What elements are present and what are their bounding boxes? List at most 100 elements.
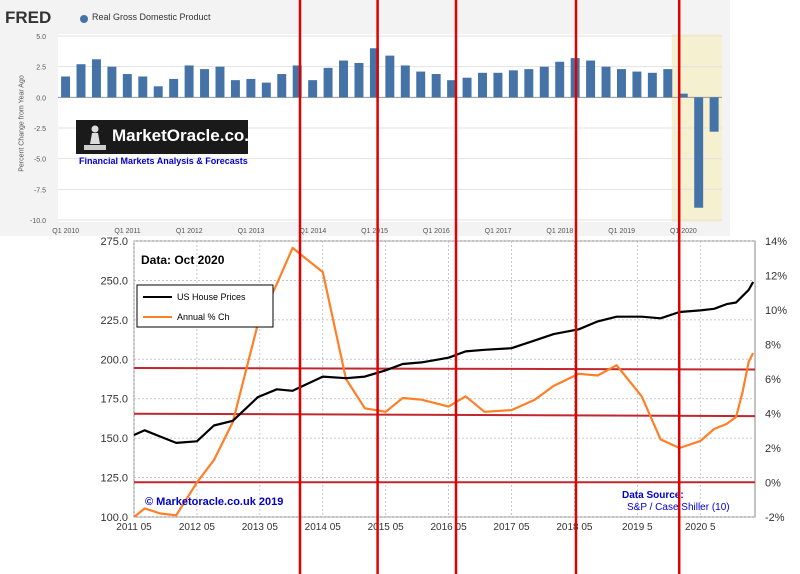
gdp-bar xyxy=(493,72,503,98)
gdp-bar xyxy=(153,86,163,98)
gdp-bar xyxy=(462,77,472,98)
hp-x-tick-label: 2011 05 xyxy=(116,522,152,533)
hp-legend: US House Prices Annual % Ch xyxy=(136,284,274,328)
gdp-bar xyxy=(555,61,565,98)
gdp-bar xyxy=(601,66,611,98)
marketoracle-logo: MarketOracle.co.uk xyxy=(76,120,269,154)
marketoracle-logo-text: MarketOracle.co.uk xyxy=(112,126,269,145)
gdp-x-tick-label: Q1 2011 xyxy=(114,228,140,235)
gdp-bar xyxy=(694,97,704,208)
fred-logo: FRED xyxy=(5,8,52,27)
gdp-x-tick-label: Q1 2020 xyxy=(670,228,697,235)
gdp-bar xyxy=(246,78,256,98)
hp-y-left-tick-label: 100.0 xyxy=(100,512,128,524)
gdp-bar xyxy=(339,60,348,98)
hp-red-horizontal-line xyxy=(133,412,756,418)
hp-legend-label-house-prices: US House Prices xyxy=(177,292,246,302)
gdp-bar xyxy=(215,66,225,98)
gdp-x-tick-label: Q1 2015 xyxy=(361,228,388,235)
gdp-bar xyxy=(277,74,287,98)
fred-gdp-panel: FRED Real Gross Domestic Product Percent… xyxy=(0,0,730,236)
gdp-bar xyxy=(122,74,132,98)
gdp-bar xyxy=(354,62,364,98)
gdp-bar xyxy=(261,82,271,98)
hp-x-tick-label: 2014 05 xyxy=(305,522,342,533)
gdp-x-tick-label: Q1 2010 xyxy=(52,228,79,235)
hp-x-tick-label: 2017 05 xyxy=(493,522,530,533)
gdp-y-tick-label: 5.0 xyxy=(36,34,46,41)
gdp-bar xyxy=(632,71,642,98)
gdp-bar xyxy=(416,71,426,98)
hp-y-left-tick-label: 125.0 xyxy=(100,473,128,485)
gdp-bar xyxy=(539,66,549,98)
marketoracle-tagline: Financial Markets Analysis & Forecasts xyxy=(79,156,248,166)
gdp-bar xyxy=(616,69,626,98)
hp-y-left-tick-label: 275.0 xyxy=(100,236,128,248)
hp-y-left-tick-label: 200.0 xyxy=(100,354,128,366)
hp-x-tick-label: 2016 05 xyxy=(431,522,468,533)
gdp-bar xyxy=(169,78,179,98)
hp-y-right-tick-label: -2% xyxy=(765,512,785,524)
gdp-x-tick-label: Q1 2013 xyxy=(238,228,265,235)
gdp-bar xyxy=(76,64,86,98)
gdp-bar xyxy=(586,60,596,98)
hp-y-left-tick-label: 150.0 xyxy=(100,433,128,445)
hp-source-label: Data Source: xyxy=(622,490,684,501)
gdp-bar xyxy=(138,76,148,98)
gdp-bar xyxy=(200,69,210,98)
gdp-bar xyxy=(508,70,518,98)
gdp-bar xyxy=(107,66,117,98)
hp-series-line-annual-pct xyxy=(133,246,755,518)
gdp-y-tick-label: 0.0 xyxy=(36,95,46,102)
gdp-bar xyxy=(184,65,194,98)
hp-chart-title: Data: Oct 2020 xyxy=(141,253,225,267)
gdp-bar xyxy=(323,67,333,98)
hp-y-left-tick-label: 225.0 xyxy=(100,315,128,327)
gdp-bar xyxy=(292,65,302,98)
gdp-x-tick-label: Q1 2012 xyxy=(176,228,203,235)
gdp-x-tick-label: Q1 2019 xyxy=(608,228,635,235)
gdp-bar xyxy=(647,72,657,98)
gdp-bar xyxy=(308,80,318,98)
hp-x-tick-label: 2020 5 xyxy=(685,522,716,533)
gdp-bar xyxy=(230,80,240,98)
hp-y-right-tick-label: 10% xyxy=(765,305,787,317)
gdp-x-tick-label: Q1 2016 xyxy=(423,228,450,235)
hp-y-right-tick-label: 6% xyxy=(765,374,781,386)
hp-x-tick-label: 2018 05 xyxy=(556,522,593,533)
hp-y-left-tick-label: 175.0 xyxy=(100,394,128,406)
hp-source-value: S&P / Case Shiller (10) xyxy=(627,502,730,513)
gdp-bar xyxy=(524,69,534,98)
hp-x-tick-label: 2019 5 xyxy=(622,522,653,533)
gdp-bar xyxy=(91,59,101,98)
hp-y-right-tick-label: 4% xyxy=(765,409,781,421)
gdp-y-tick-label: -7.5 xyxy=(34,187,46,194)
statue-icon xyxy=(84,125,106,150)
legend-marker-gdp xyxy=(80,15,88,23)
gdp-bar xyxy=(369,48,379,98)
hp-x-tick-label: 2015 05 xyxy=(368,522,405,533)
hp-x-tick-label: 2013 05 xyxy=(242,522,279,533)
gdp-y-tick-label: -10.0 xyxy=(30,218,46,225)
hp-copyright-annotation: © Marketoracle.co.uk 2019 xyxy=(145,496,283,508)
gdp-bar xyxy=(385,55,395,98)
gdp-bar xyxy=(709,97,719,132)
gdp-y-tick-label: -5.0 xyxy=(34,157,46,164)
gdp-x-tick-label: Q1 2018 xyxy=(546,228,573,235)
hp-x-tick-label: 2012 05 xyxy=(179,522,216,533)
gdp-y-tick-label: -2.5 xyxy=(34,126,46,133)
hp-plot-frame xyxy=(133,240,756,518)
gdp-bar xyxy=(663,69,673,98)
gdp-x-tick-label: Q1 2014 xyxy=(299,228,326,235)
gdp-x-tick-label: Q1 2017 xyxy=(485,228,512,235)
gdp-bar xyxy=(678,93,688,98)
gdp-bar xyxy=(447,80,457,98)
hp-legend-label-annual-pct: Annual % Ch xyxy=(177,312,230,322)
hp-y-right-tick-label: 2% xyxy=(765,443,781,455)
hp-y-left-tick-label: 250.0 xyxy=(100,275,128,287)
gdp-y-tick-label: 2.5 xyxy=(36,65,46,72)
gdp-bar xyxy=(400,65,410,98)
hp-red-horizontal-line xyxy=(133,366,756,371)
